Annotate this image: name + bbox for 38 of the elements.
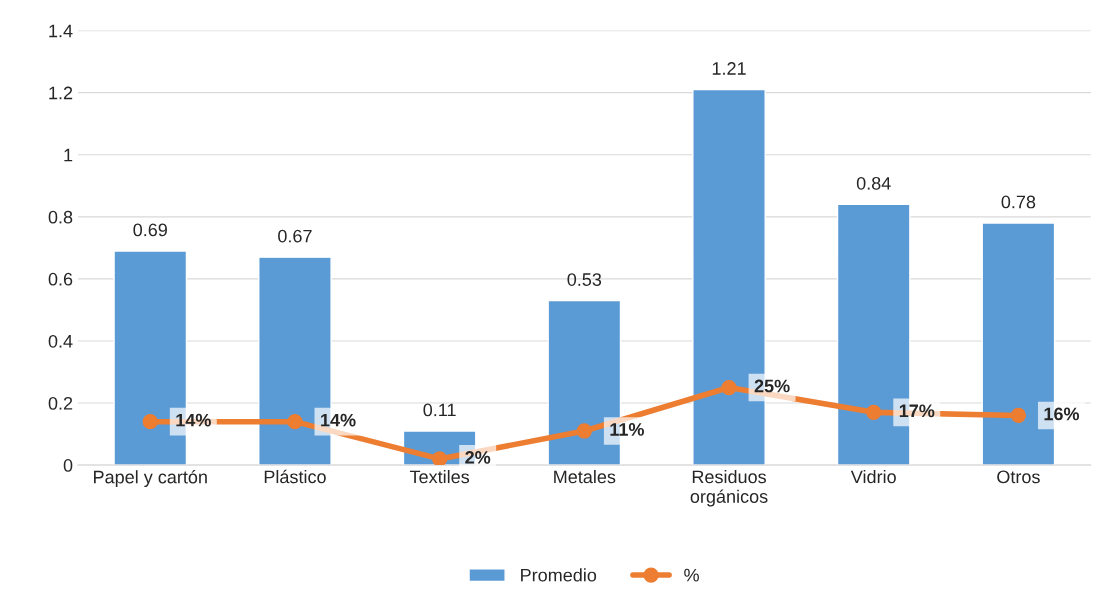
y-tick-label: 0.8 <box>48 210 73 224</box>
data-label: 25% <box>754 379 790 393</box>
x-tick-label: Vidrio <box>850 469 896 484</box>
data-label: 0.53 <box>567 273 602 286</box>
data-label: 1.21 <box>712 62 746 75</box>
data-label: 0.84 <box>856 176 891 190</box>
data-label: 17% <box>899 404 935 418</box>
x-tick-label: Residuos orgánicos <box>690 469 768 507</box>
data-label: 16% <box>1044 407 1080 421</box>
y-tick-label: 1.4 <box>49 24 73 38</box>
y-tick-label: 0.6 <box>48 272 73 286</box>
y-tick-label: 0 <box>63 459 73 472</box>
point <box>866 404 882 420</box>
data-label: 14% <box>176 413 211 427</box>
data-label: 14% <box>321 413 356 427</box>
x-tick-label: Plástico <box>264 469 326 484</box>
x-tick-label: Papel y cartón <box>94 469 207 488</box>
y-tick-label: 1.2 <box>49 86 73 100</box>
point <box>721 379 737 396</box>
data-label: 0.67 <box>278 229 312 243</box>
point <box>287 414 303 430</box>
x-tick-label: Textiles <box>409 469 470 484</box>
x-tick-label: Metales <box>554 469 616 484</box>
point <box>576 423 592 439</box>
point <box>431 451 448 466</box>
data-label: 11% <box>610 423 644 436</box>
y-tick-label: 1 <box>64 148 73 162</box>
data-label: 0.69 <box>133 223 167 237</box>
legend-label: % <box>684 568 699 582</box>
data-label: 0.11 <box>423 403 456 417</box>
x-tick-label: Otros <box>997 470 1040 484</box>
data-label: 0.78 <box>1001 195 1036 209</box>
legend-label: Promedio <box>521 568 597 582</box>
point <box>142 414 158 430</box>
y-tick-label: 0.4 <box>48 334 73 348</box>
y-tick-label: 0.2 <box>48 396 73 410</box>
point <box>1010 407 1027 424</box>
data-label: 2% <box>465 450 491 464</box>
